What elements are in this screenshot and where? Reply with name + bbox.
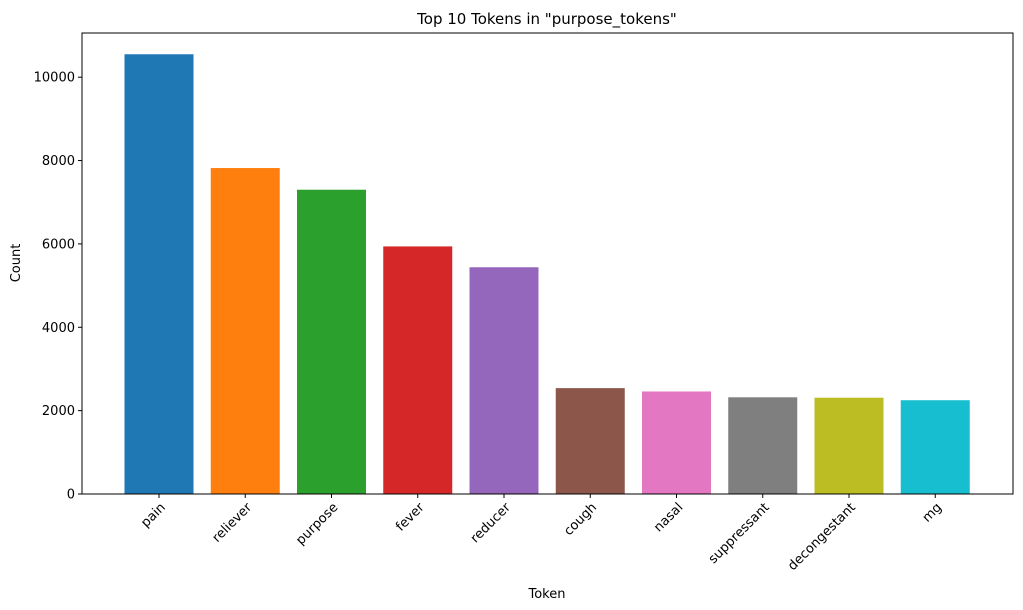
x-tick-label-suppressant: suppressant bbox=[706, 500, 773, 567]
x-tick-label-mg: mg bbox=[920, 500, 945, 525]
y-tick-label: 8000 bbox=[42, 154, 75, 169]
y-axis: 0 2000 4000 6000 8000 10000 bbox=[34, 71, 82, 503]
x-tick-label-nasal: nasal bbox=[651, 500, 686, 535]
y-tick-label: 10000 bbox=[34, 71, 75, 86]
bar-decongestant bbox=[814, 397, 884, 494]
x-tick-label-pain: pain bbox=[138, 500, 168, 530]
x-tick-label-purpose: purpose bbox=[293, 500, 341, 548]
plot-frame bbox=[81, 32, 1014, 495]
x-tick-label-fever: fever bbox=[393, 500, 428, 535]
bar-suppressant bbox=[728, 397, 798, 494]
x-tick-label-cough: cough bbox=[561, 500, 600, 539]
bar-pain bbox=[124, 54, 194, 494]
chart-title: Top 10 Tokens in "purpose_tokens" bbox=[416, 10, 677, 29]
bars-layer bbox=[124, 54, 970, 494]
bar-reliever bbox=[210, 168, 280, 494]
y-tick-label: 2000 bbox=[42, 404, 75, 419]
y-tick-label: 0 bbox=[67, 488, 75, 503]
bar-nasal bbox=[642, 391, 711, 494]
y-tick-label: 6000 bbox=[42, 237, 75, 252]
bar-reducer bbox=[469, 267, 539, 494]
y-tick-label: 4000 bbox=[42, 321, 75, 336]
x-axis-label: Token bbox=[528, 587, 566, 602]
x-tick-label-decongestant: decongestant bbox=[785, 500, 859, 574]
x-tick-label-reliever: reliever bbox=[210, 500, 256, 546]
bar-fever bbox=[383, 246, 453, 494]
bar-mg bbox=[900, 400, 970, 494]
bar-cough bbox=[555, 388, 625, 494]
x-tick-label-reducer: reducer bbox=[468, 500, 514, 546]
y-axis-label: Count bbox=[9, 244, 24, 283]
bar-purpose bbox=[297, 189, 366, 494]
x-axis: pain reliever purpose fever reducer cough nasa… bbox=[138, 494, 945, 574]
